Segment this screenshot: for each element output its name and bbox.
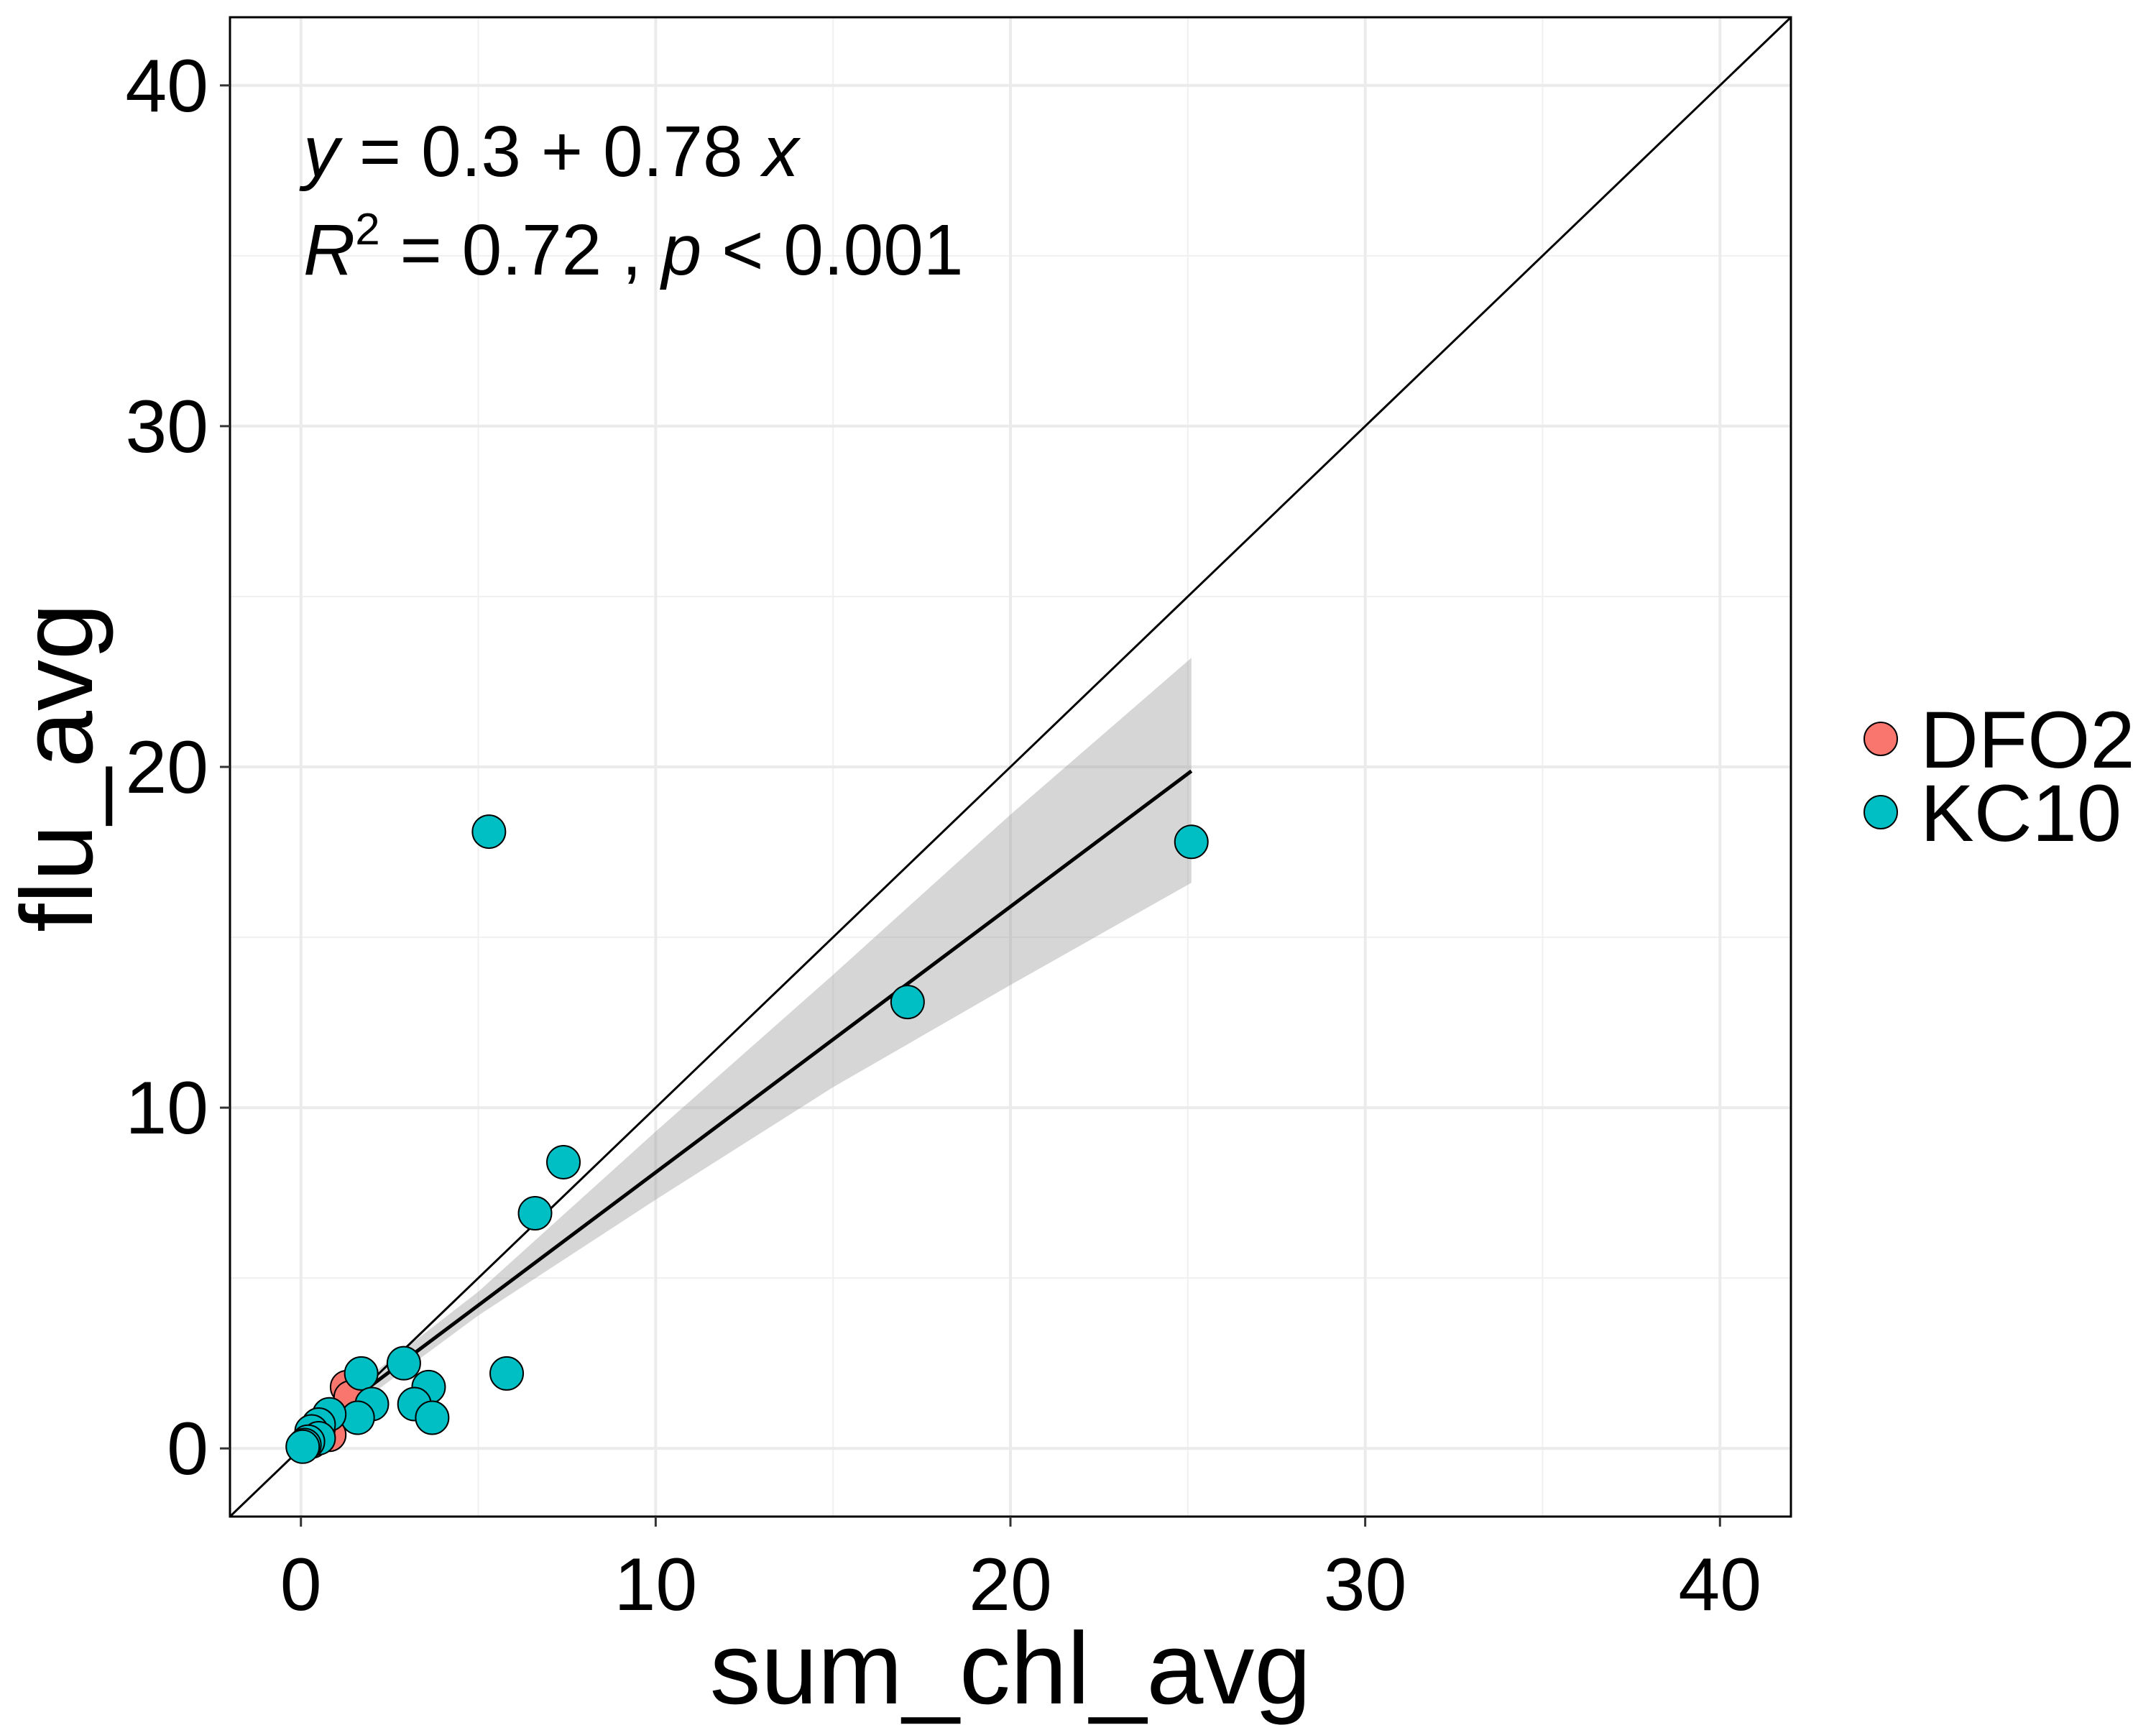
x-tick-label: 20 <box>969 1543 1052 1627</box>
point-kc10 <box>546 1144 581 1179</box>
y-axis: 0 10 20 30 40 <box>125 45 230 1491</box>
x-tick-label: 10 <box>614 1543 698 1627</box>
regression-equation: y = 0.3 + 0.78 x <box>299 111 801 192</box>
point-kc10 <box>386 1346 421 1381</box>
y-axis-title: flu_avg <box>0 603 114 932</box>
point-kc10 <box>1174 824 1209 860</box>
identity-line <box>230 17 1791 1517</box>
legend-label-kc10: KC10 <box>1920 768 2122 858</box>
point-kc10 <box>285 1429 321 1464</box>
y-tick-label: 40 <box>125 45 208 128</box>
x-axis: 0 10 20 30 40 <box>280 1517 1761 1627</box>
r-squared-annotation: R2 = 0.72 , p < 0.001 <box>303 205 964 290</box>
point-kc10 <box>489 1356 525 1391</box>
legend-key-kc10 <box>1864 795 1898 829</box>
point-kc10 <box>890 985 925 1020</box>
regression-line <box>301 769 1193 1439</box>
data-points <box>285 814 1209 1464</box>
x-axis-title: sum_chl_avg <box>710 1611 1312 1725</box>
y-tick-label: 10 <box>125 1067 208 1150</box>
legend-key-dfo2 <box>1864 722 1898 756</box>
x-tick-label: 30 <box>1324 1543 1407 1627</box>
legend-label-dfo2: DFO2 <box>1920 695 2135 785</box>
point-kc10 <box>471 814 507 850</box>
x-tick-label: 40 <box>1678 1543 1761 1627</box>
confidence-band <box>303 658 1192 1445</box>
y-tick-label: 20 <box>125 726 208 809</box>
y-tick-label: 30 <box>125 385 208 469</box>
point-kc10 <box>517 1196 553 1231</box>
y-tick-label: 0 <box>167 1407 208 1491</box>
point-kc10 <box>344 1356 379 1391</box>
x-tick-label: 0 <box>280 1543 322 1627</box>
point-kc10 <box>415 1400 450 1435</box>
